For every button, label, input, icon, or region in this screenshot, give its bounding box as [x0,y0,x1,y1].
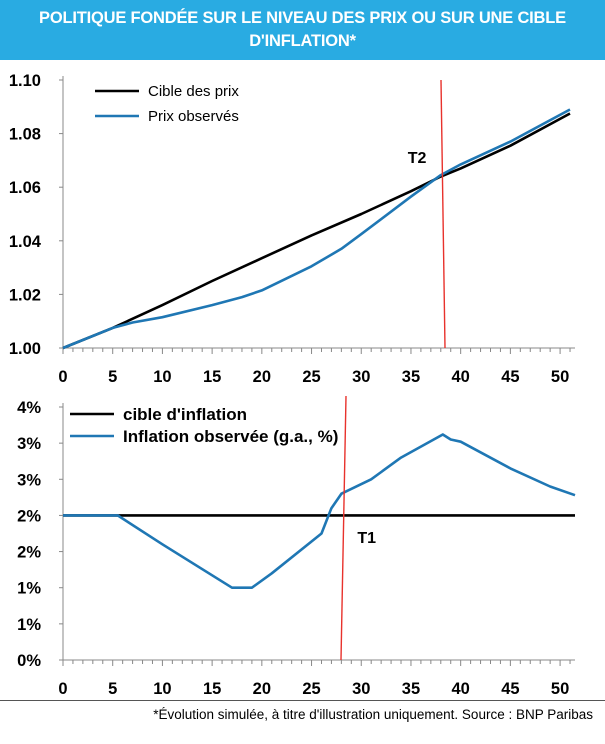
inflation-legend-label: Inflation observée (g.a., %) [123,427,338,446]
price-y-tick-label: 1.02 [9,286,41,304]
inflation-chart: 0% 1% 1% 2% 2% 3% 3% 4% 0 5 10 15 20 25 30 35 40 45 50 T1 ci… [17,395,576,698]
price-x-tick-label: 0 [58,368,67,386]
price-x-tick-label: 15 [203,368,221,386]
price-marker-line [440,79,446,349]
price-x-tick-label: 50 [551,368,569,386]
price-legend-label: Cible des prix [148,83,239,100]
inflation-legend-label: cible d'inflation [123,405,247,424]
price-x-tick-label: 20 [253,368,271,386]
price-series-target-line [62,112,571,350]
inflation-x-tick-label: 15 [203,680,221,698]
price-y-tick-label: 1.08 [9,126,41,144]
inflation-y-tick-label: 2% [17,507,41,525]
charts-canvas: 1.00 1.02 1.04 1.06 1.08 1.10 0 5 10 15 20 25 30 35 40… [9,72,576,698]
chart-title-line-2: D'INFLATION* [249,32,356,50]
price-x-tick-label: 5 [108,368,117,386]
price-annotation-t2: T2 [408,150,427,167]
inflation-y-tick-label: 3% [17,435,41,453]
price-x-tick-label: 45 [501,368,519,386]
price-series-observed-line [62,108,571,350]
price-y-tick-label: 1.00 [9,340,41,358]
price-x-tick-label: 10 [153,368,171,386]
inflation-y-tick-label: 1% [17,616,41,634]
inflation-x-tick-label: 30 [352,680,370,698]
price-y-tick-label: 1.10 [9,72,41,90]
inflation-x-tick-label: 45 [501,680,519,698]
inflation-annotation-t1: T1 [357,530,376,547]
inflation-x-tick-label: 10 [153,680,171,698]
price-y-tick-label: 1.04 [9,233,42,251]
chart-title-band: POLITIQUE FONDÉE SUR LE NIVEAU DES PRIX … [0,0,605,60]
inflation-x-tick-label: 20 [253,680,271,698]
inflation-y-tick-label: 1% [17,580,41,598]
inflation-x-tick-label: 50 [551,680,569,698]
price-legend-label: Prix observés [148,108,239,125]
inflation-y-tick-label: 0% [17,652,41,670]
price-x-tick-label: 30 [352,368,370,386]
price-x-tick-label: 40 [451,368,469,386]
inflation-x-tick-label: 35 [402,680,420,698]
price-y-tick-label: 1.06 [9,179,41,197]
inflation-x-tick-label: 5 [108,680,117,698]
chart-title-line-1: POLITIQUE FONDÉE SUR LE NIVEAU DES PRIX … [39,9,566,27]
price-x-tick-label: 35 [402,368,420,386]
inflation-series-observed-line [63,433,576,590]
price-level-chart: 1.00 1.02 1.04 1.06 1.08 1.10 0 5 10 15 20 25 30 35 40… [9,72,575,386]
price-x-tick-label: 25 [302,368,320,386]
inflation-y-tick-label: 4% [17,399,41,417]
inflation-marker-line [340,395,347,661]
inflation-x-tick-label: 40 [451,680,469,698]
inflation-y-tick-label: 3% [17,471,41,489]
inflation-x-tick-label: 0 [58,680,67,698]
inflation-y-tick-label: 2% [17,544,41,562]
inflation-x-tick-label: 25 [302,680,320,698]
footnote: *Évolution simulée, à titre d'illustrati… [0,700,605,722]
